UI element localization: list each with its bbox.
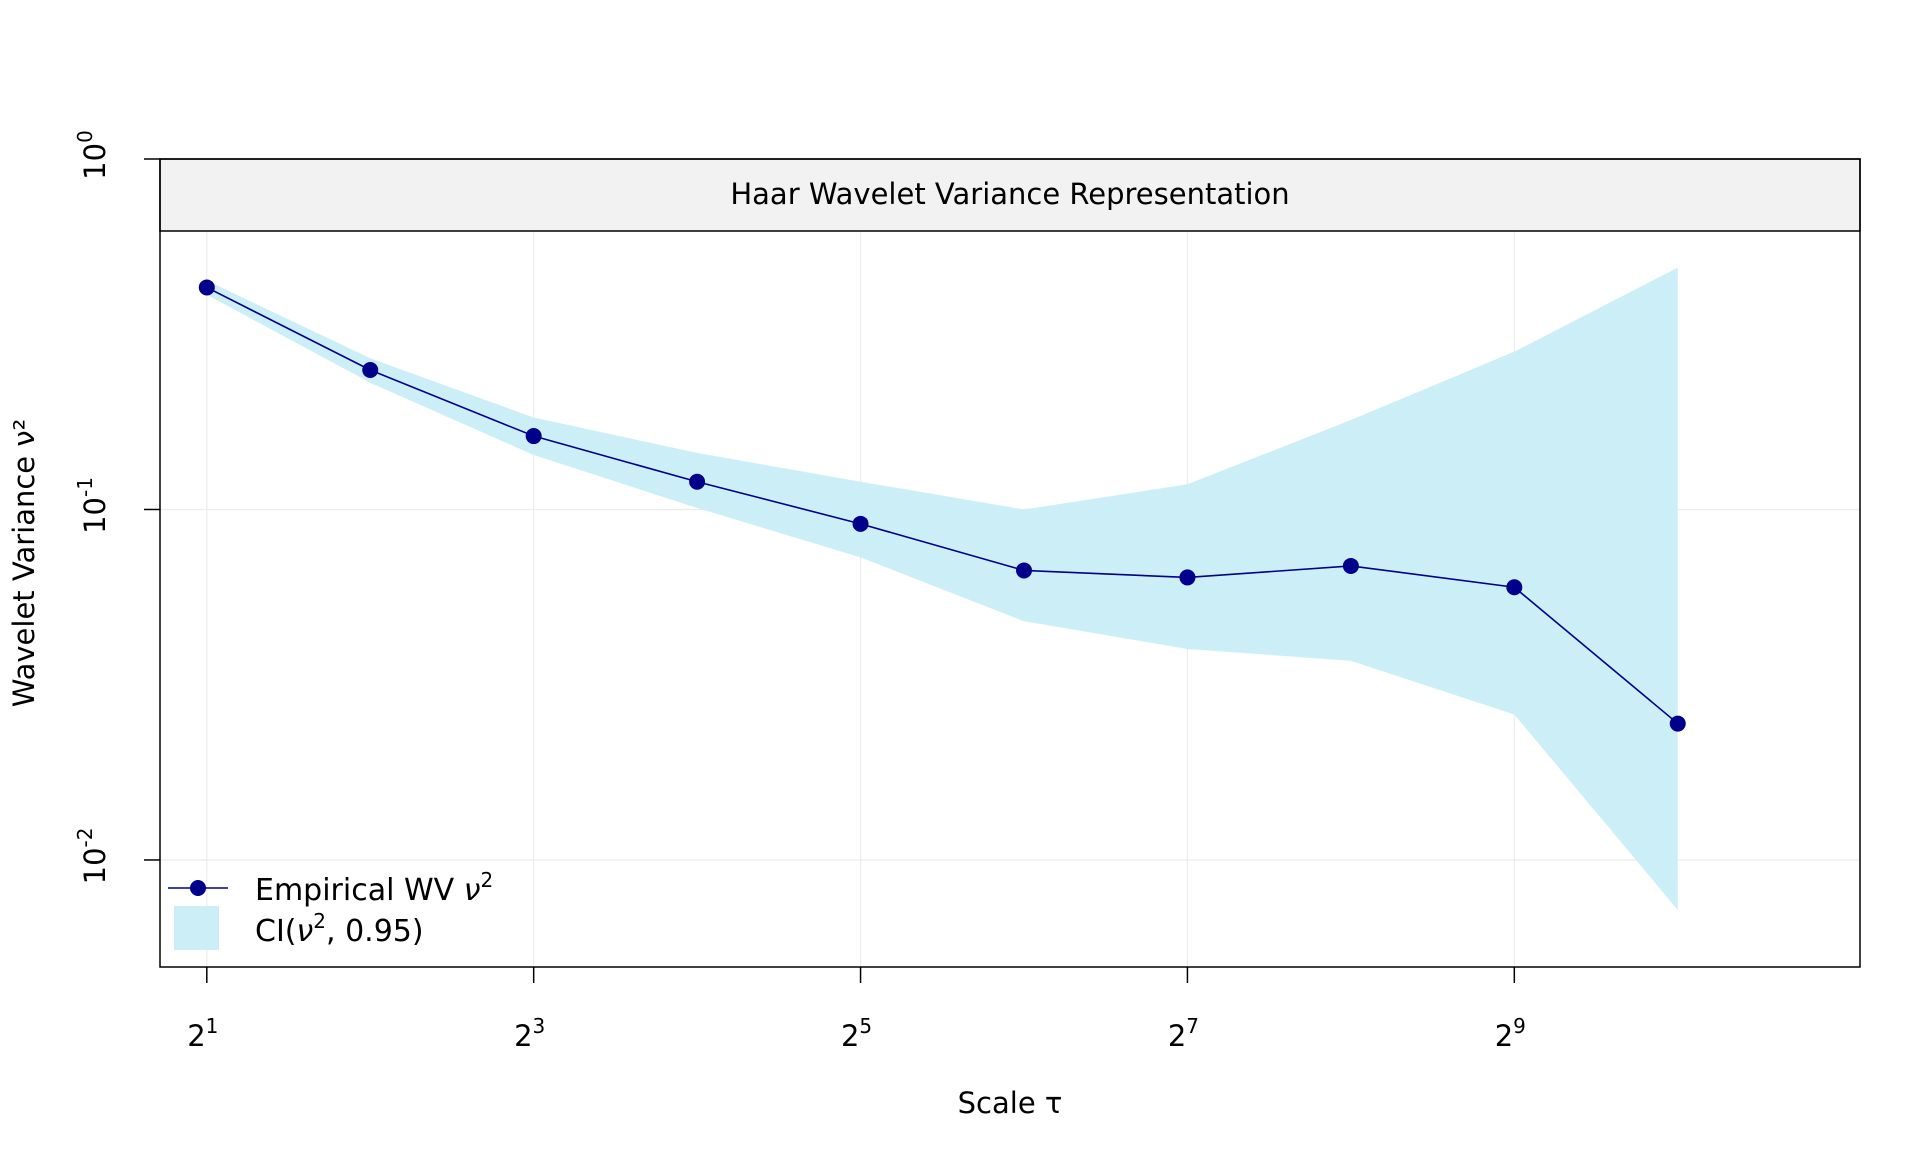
- x-axis: 21 23 25 27 29: [187, 967, 1526, 1053]
- x-tick-label-1: 23: [514, 1014, 545, 1053]
- ci-band: [206, 267, 1678, 910]
- legend-ci-swatch: [174, 906, 219, 950]
- x-tick-label-base: 2: [1168, 1019, 1186, 1053]
- wv-points: [198, 279, 1686, 732]
- y-tick-label-exp: -1: [73, 477, 97, 497]
- x-axis-label: Scale τ: [958, 1086, 1063, 1120]
- data-point-9: [1669, 715, 1686, 732]
- data-point-8: [1506, 579, 1523, 596]
- legend-label-ci-sup: 2: [313, 909, 326, 933]
- y-tick-label-base: 10: [78, 497, 112, 534]
- data-point-4: [852, 515, 869, 532]
- chart-title: Haar Wavelet Variance Representation: [730, 177, 1289, 211]
- x-tick-label-base: 2: [187, 1019, 205, 1053]
- title-strip: [159, 158, 1861, 232]
- legend-label-ci-symbol: ν: [297, 914, 314, 949]
- y-tick-label-1: 10-1: [73, 477, 112, 534]
- x-tick-label-3: 27: [1168, 1014, 1199, 1053]
- x-tick-label-exp: 3: [533, 1014, 546, 1038]
- legend-point-swatch: [190, 880, 206, 896]
- legend-label-ci-prefix: CI(: [255, 914, 297, 949]
- y-axis-label: Wavelet Variance ν²: [7, 419, 41, 707]
- wv-series-line: [206, 286, 1679, 725]
- x-tick-label-base: 2: [1495, 1019, 1513, 1053]
- legend-label-wv-sup: 2: [480, 868, 493, 892]
- x-tick-label-exp: 7: [1186, 1014, 1199, 1038]
- x-tick-label-base: 2: [841, 1019, 859, 1053]
- x-tick-label-exp: 5: [859, 1014, 872, 1038]
- y-tick-label-base: 10: [78, 847, 112, 884]
- data-point-6: [1179, 569, 1196, 586]
- y-tick-label-exp: -2: [73, 828, 97, 848]
- legend-label-ci: CI(ν2, 0.95): [255, 909, 424, 949]
- y-tick-label-2: 10-2: [73, 828, 112, 885]
- data-point-2: [525, 428, 542, 445]
- data-point-7: [1342, 557, 1359, 574]
- legend-label-wv: Empirical WV ν2: [255, 868, 493, 908]
- x-tick-label-4: 29: [1495, 1014, 1526, 1053]
- legend-label-wv-symbol: ν: [464, 873, 481, 908]
- x-tick-label-base: 2: [514, 1019, 532, 1053]
- y-tick-label-base: 10: [78, 143, 112, 180]
- x-tick-label-exp: 9: [1513, 1014, 1526, 1038]
- y-tick-label-0: 100: [73, 130, 112, 180]
- y-tick-label-exp: 0: [73, 130, 97, 143]
- data-point-5: [1015, 562, 1032, 579]
- legend: Empirical WV ν2 CI(ν2, 0.95): [168, 868, 493, 950]
- data-point-0: [198, 279, 215, 296]
- plot-frame: [159, 158, 1861, 968]
- data-point-1: [362, 362, 379, 379]
- x-tick-label-2: 25: [841, 1014, 872, 1053]
- x-tick-label-exp: 1: [206, 1014, 219, 1038]
- x-tick-label-0: 21: [187, 1014, 218, 1053]
- legend-label-ci-suffix: , 0.95): [326, 914, 424, 949]
- legend-label-wv-text: Empirical WV: [255, 873, 464, 908]
- data-point-3: [689, 473, 706, 490]
